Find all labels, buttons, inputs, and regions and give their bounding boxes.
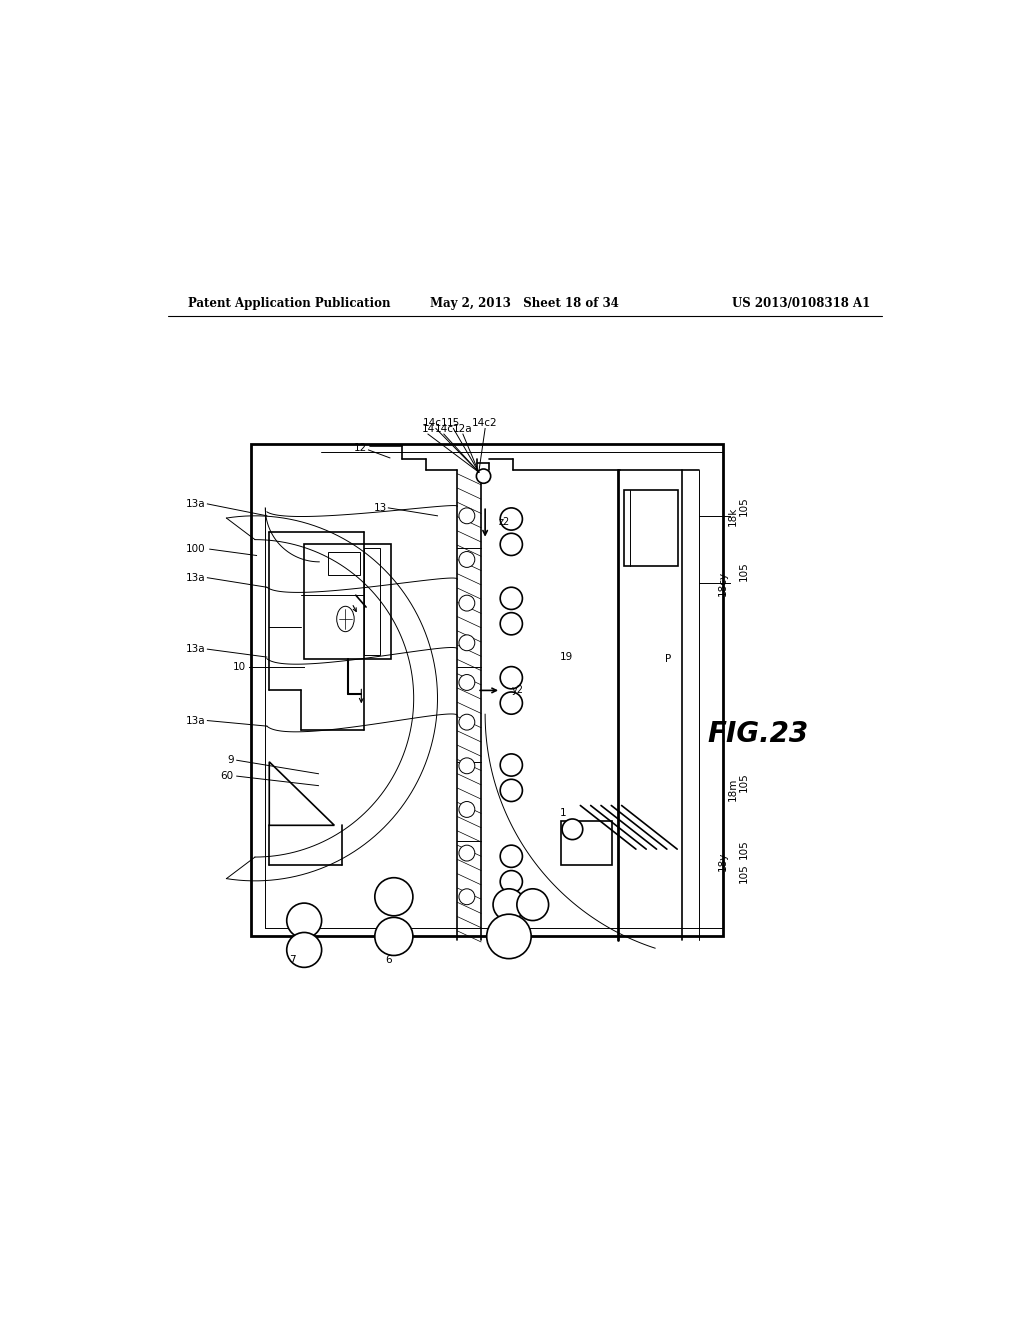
Text: May 2, 2013   Sheet 18 of 34: May 2, 2013 Sheet 18 of 34 bbox=[430, 297, 620, 310]
Text: US 2013/0108318 A1: US 2013/0108318 A1 bbox=[732, 297, 870, 310]
Circle shape bbox=[500, 779, 522, 801]
Circle shape bbox=[375, 878, 413, 916]
Text: 9: 9 bbox=[227, 755, 233, 766]
Bar bbox=[304, 544, 391, 659]
Circle shape bbox=[500, 754, 522, 776]
Text: 105: 105 bbox=[739, 840, 749, 859]
Text: 105: 105 bbox=[739, 496, 749, 516]
Circle shape bbox=[459, 508, 475, 524]
Circle shape bbox=[494, 888, 524, 920]
Circle shape bbox=[287, 903, 322, 939]
Text: 13a: 13a bbox=[186, 644, 206, 655]
Text: 6: 6 bbox=[385, 956, 391, 965]
Circle shape bbox=[500, 845, 522, 867]
Bar bbox=[328, 552, 359, 576]
Bar bbox=[251, 445, 723, 936]
Text: 14c2: 14c2 bbox=[472, 418, 498, 428]
Circle shape bbox=[500, 692, 522, 714]
Circle shape bbox=[459, 635, 475, 651]
Text: 12a: 12a bbox=[453, 424, 473, 433]
Bar bbox=[560, 821, 612, 865]
Bar bbox=[364, 548, 380, 655]
Circle shape bbox=[375, 917, 413, 956]
Text: 18m: 18m bbox=[728, 777, 737, 801]
Text: FIG.23: FIG.23 bbox=[708, 719, 809, 748]
Text: 13a: 13a bbox=[186, 499, 206, 510]
Text: 18cy: 18cy bbox=[718, 570, 728, 595]
Text: y2: y2 bbox=[511, 685, 523, 696]
Text: 13: 13 bbox=[374, 503, 387, 513]
Text: P: P bbox=[665, 653, 671, 664]
Circle shape bbox=[459, 845, 475, 861]
Text: z2: z2 bbox=[499, 517, 510, 527]
Text: 105: 105 bbox=[739, 863, 749, 883]
Circle shape bbox=[500, 587, 522, 610]
Circle shape bbox=[500, 667, 522, 689]
Text: 13a: 13a bbox=[186, 715, 206, 726]
Circle shape bbox=[500, 612, 522, 635]
Circle shape bbox=[562, 818, 583, 840]
Circle shape bbox=[459, 888, 475, 904]
Text: 19: 19 bbox=[559, 652, 572, 663]
Circle shape bbox=[486, 915, 531, 958]
Text: 14: 14 bbox=[421, 424, 434, 433]
Text: 7: 7 bbox=[289, 956, 296, 965]
Text: 105: 105 bbox=[739, 561, 749, 581]
Circle shape bbox=[517, 888, 549, 920]
Circle shape bbox=[459, 801, 475, 817]
Circle shape bbox=[287, 932, 322, 968]
Text: 13a: 13a bbox=[186, 573, 206, 582]
Circle shape bbox=[500, 871, 522, 892]
Text: Patent Application Publication: Patent Application Publication bbox=[187, 297, 390, 310]
Text: 18k: 18k bbox=[728, 506, 737, 525]
Text: 60: 60 bbox=[220, 771, 233, 781]
Circle shape bbox=[459, 675, 475, 690]
Text: 10: 10 bbox=[232, 661, 246, 672]
Circle shape bbox=[500, 508, 522, 531]
Circle shape bbox=[476, 469, 490, 483]
Text: 105: 105 bbox=[739, 772, 749, 792]
Text: 100: 100 bbox=[186, 544, 206, 554]
Text: 18y: 18y bbox=[718, 851, 728, 871]
Bar bbox=[624, 491, 678, 566]
Circle shape bbox=[459, 714, 475, 730]
Text: 1: 1 bbox=[559, 808, 566, 818]
Text: 14c1: 14c1 bbox=[423, 418, 449, 428]
Text: 14c: 14c bbox=[434, 424, 454, 433]
Text: 15: 15 bbox=[446, 418, 460, 428]
Text: 12: 12 bbox=[354, 444, 368, 453]
Circle shape bbox=[500, 533, 522, 556]
Circle shape bbox=[459, 595, 475, 611]
Circle shape bbox=[459, 758, 475, 774]
Circle shape bbox=[459, 552, 475, 568]
